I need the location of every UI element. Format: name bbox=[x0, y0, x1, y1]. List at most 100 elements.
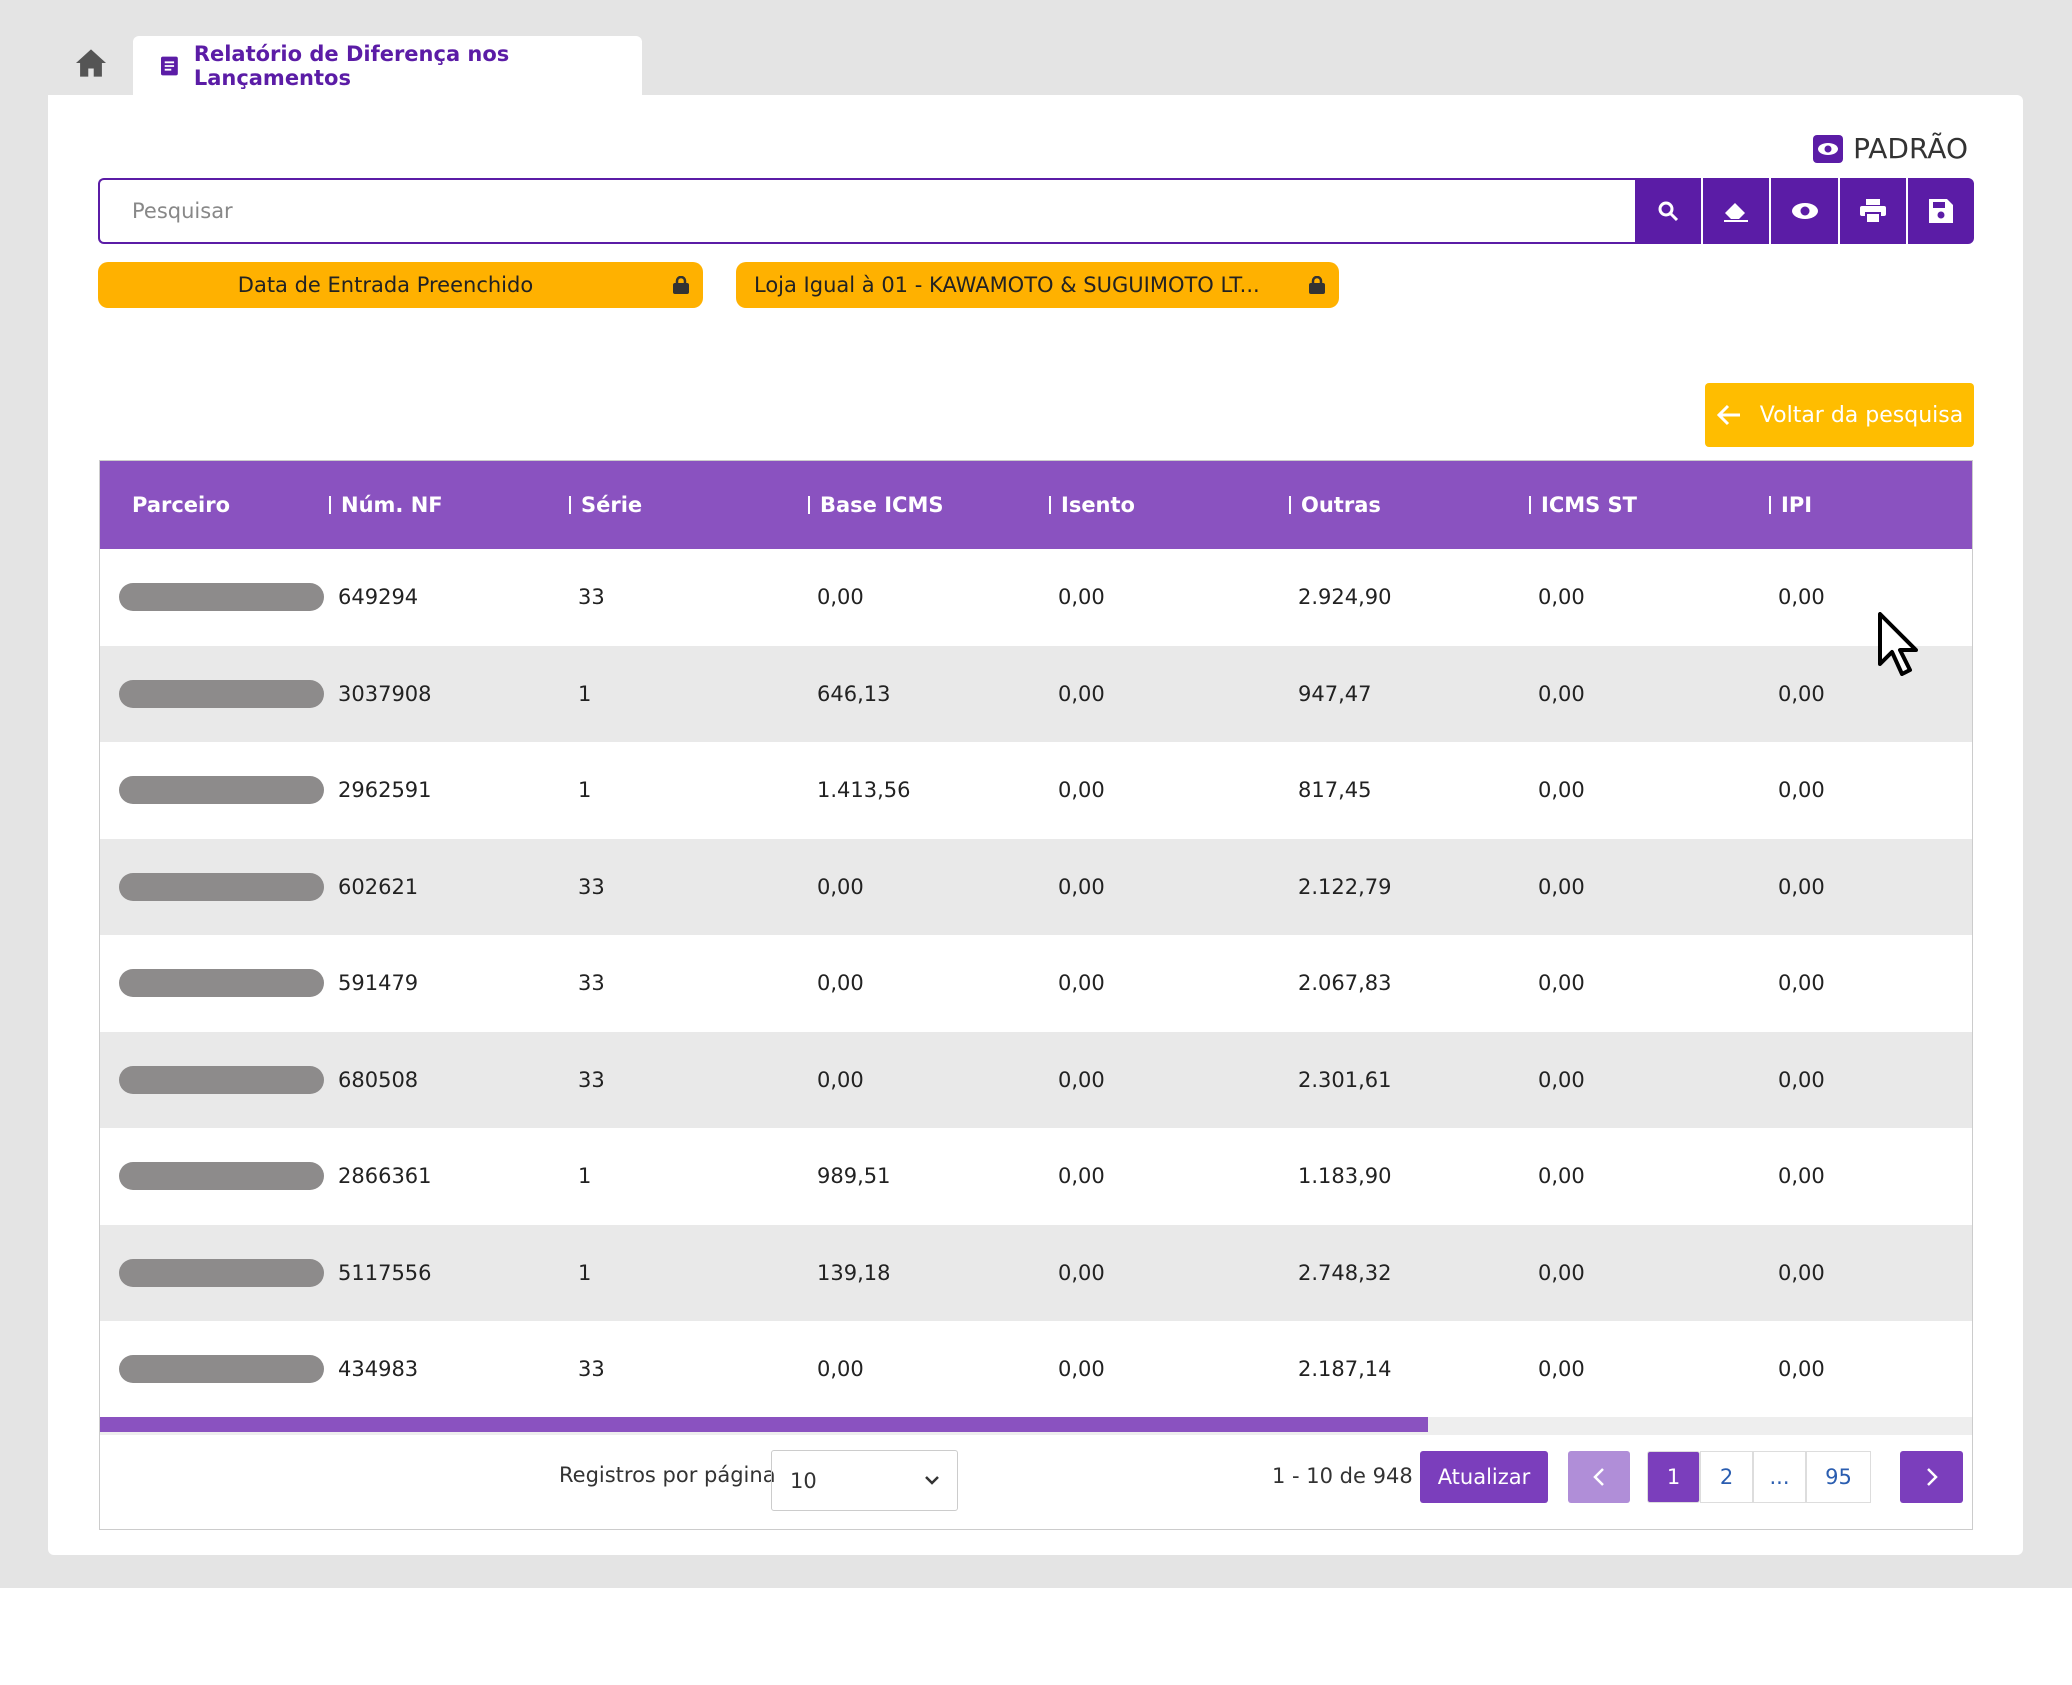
search-button[interactable] bbox=[1635, 178, 1701, 244]
column-label: Parceiro bbox=[132, 493, 231, 517]
separator bbox=[1769, 496, 1771, 514]
table-row[interactable]: 5117556 1 139,18 0,00 2.748,32 0,00 0,00 bbox=[100, 1224, 1972, 1321]
table-cell: 0,00 bbox=[1058, 1067, 1105, 1092]
table-row[interactable]: 2866361 1 989,51 0,00 1.183,90 0,00 0,00 bbox=[100, 1128, 1972, 1224]
table-cell: 0,00 bbox=[1778, 778, 1825, 802]
range-label: 1 - 10 de 948 bbox=[1272, 1464, 1413, 1488]
table-cell: 2.067,83 bbox=[1298, 971, 1392, 995]
table-cell: 2962591 bbox=[338, 778, 432, 802]
print-button[interactable] bbox=[1837, 178, 1906, 244]
table-cell: 0,00 bbox=[1058, 778, 1105, 802]
tab-title: Relatório de Diferença nos Lançamentos bbox=[193, 42, 510, 90]
save-button[interactable] bbox=[1905, 178, 1974, 244]
table-cell: 0,00 bbox=[1778, 1260, 1825, 1285]
table-cell: 5117556 bbox=[338, 1260, 432, 1285]
next-page[interactable] bbox=[1900, 1451, 1963, 1503]
redacted-partner bbox=[119, 1162, 324, 1190]
scroll-track[interactable] bbox=[100, 1417, 1972, 1435]
table-cell: 646,13 bbox=[817, 681, 891, 706]
column-label: Série bbox=[581, 493, 643, 517]
view-button[interactable] bbox=[1769, 178, 1837, 244]
table-cell: 2.122,79 bbox=[1298, 874, 1392, 899]
per-page-select[interactable]: 10 bbox=[771, 1450, 958, 1511]
column-header[interactable]: Isento bbox=[1049, 461, 1135, 549]
lock-icon bbox=[1309, 276, 1325, 294]
icon bbox=[1928, 199, 1953, 223]
table-cell: 989,51 bbox=[817, 1164, 891, 1188]
column-header[interactable]: Outras bbox=[1289, 461, 1381, 549]
table-row[interactable]: 434983 33 0,00 0,00 2.187,14 0,00 0,00 bbox=[100, 1321, 1972, 1417]
column-label: Núm. NF bbox=[341, 493, 443, 517]
view-selector[interactable]: PADRÃO bbox=[1813, 132, 1968, 165]
back-label: Voltar da pesquisa bbox=[1759, 402, 1964, 428]
table-row[interactable]: 649294 33 0,00 0,00 2.924,90 0,00 0,00 bbox=[100, 549, 1972, 645]
refresh-label: Atualizar bbox=[1437, 1465, 1531, 1489]
table-row[interactable]: 602621 33 0,00 0,00 2.122,79 0,00 0,00 bbox=[100, 838, 1972, 935]
icon bbox=[1859, 199, 1886, 223]
column-header[interactable]: Série bbox=[569, 461, 642, 549]
table-cell: 0,00 bbox=[1058, 874, 1105, 899]
separator bbox=[1529, 496, 1531, 514]
column-header[interactable]: ICMS ST bbox=[1529, 461, 1637, 549]
table-row[interactable]: 3037908 1 646,13 0,00 947,47 0,00 0,00 bbox=[100, 645, 1972, 742]
table-cell: 0,00 bbox=[817, 874, 864, 899]
filter-chip[interactable]: Data de Entrada Preenchido bbox=[98, 262, 703, 308]
table-cell: 33 bbox=[578, 971, 605, 995]
table-row[interactable]: 2962591 1 1.413,56 0,00 817,45 0,00 0,00 bbox=[100, 742, 1972, 838]
page-button[interactable]: 95 bbox=[1806, 1451, 1871, 1503]
redacted-partner bbox=[119, 1258, 324, 1287]
column-label: Base ICMS bbox=[820, 493, 944, 517]
column-header[interactable]: Base ICMS bbox=[808, 461, 943, 549]
column-label: Outras bbox=[1301, 493, 1381, 517]
page-button[interactable]: 1 bbox=[1647, 1451, 1700, 1503]
filter-label: Data de Entrada Preenchido bbox=[237, 273, 534, 297]
column-header[interactable]: IPI bbox=[1769, 461, 1812, 549]
search-placeholder: Pesquisar bbox=[132, 199, 233, 223]
scroll-thumb[interactable] bbox=[100, 1417, 1428, 1432]
icon bbox=[1658, 201, 1679, 222]
column-header[interactable]: Parceiro bbox=[132, 461, 230, 549]
prev-page[interactable] bbox=[1568, 1451, 1630, 1503]
table-cell: 0,00 bbox=[1778, 681, 1825, 706]
search-input[interactable]: Pesquisar bbox=[98, 178, 1635, 244]
redacted-partner bbox=[119, 969, 324, 997]
home-icon[interactable] bbox=[74, 48, 108, 78]
tab[interactable]: Relatório de Diferença nos Lançamentos bbox=[133, 36, 642, 96]
chevron bbox=[1926, 1468, 1938, 1486]
table-cell: 2.748,32 bbox=[1298, 1260, 1392, 1285]
table-cell: 0,00 bbox=[817, 1067, 864, 1092]
clear-button[interactable] bbox=[1701, 178, 1769, 244]
table-cell: 2.187,14 bbox=[1298, 1357, 1392, 1381]
table-cell: 0,00 bbox=[1778, 874, 1825, 899]
page-button[interactable]: 2 bbox=[1700, 1451, 1753, 1503]
redacted-partner bbox=[119, 1065, 324, 1094]
table-cell: 0,00 bbox=[1778, 1164, 1825, 1188]
table-cell: 0,00 bbox=[1058, 681, 1105, 706]
table-cell: 2.924,90 bbox=[1298, 585, 1392, 609]
table-row[interactable]: 680508 33 0,00 0,00 2.301,61 0,00 0,00 bbox=[100, 1031, 1972, 1128]
table-cell: 0,00 bbox=[1538, 585, 1585, 609]
table-cell: 33 bbox=[578, 1357, 605, 1381]
table-cell: 3037908 bbox=[338, 681, 432, 706]
separator bbox=[808, 496, 810, 514]
table-header: Parceiro Núm. NF Série Base ICMS Isento Outra… bbox=[100, 461, 1972, 549]
table-cell: 0,00 bbox=[1058, 1164, 1105, 1188]
filter-chip[interactable]: Loja Igual à 01 - KAWAMOTO & SUGUIMOTO L… bbox=[736, 262, 1339, 308]
separator bbox=[1289, 496, 1291, 514]
column-label: ICMS ST bbox=[1541, 493, 1638, 517]
column-header[interactable]: Núm. NF bbox=[329, 461, 443, 549]
per-page-label: Registros por página bbox=[559, 1463, 776, 1487]
table-cell: 0,00 bbox=[1058, 585, 1105, 609]
table-cell: 0,00 bbox=[817, 585, 864, 609]
table-cell: 1.183,90 bbox=[1298, 1164, 1392, 1188]
table-cell: 0,00 bbox=[1058, 1357, 1105, 1381]
report-icon bbox=[161, 56, 178, 76]
back-button[interactable]: Voltar da pesquisa bbox=[1705, 383, 1974, 447]
table-cell: 0,00 bbox=[1538, 681, 1585, 706]
refresh-button[interactable]: Atualizar bbox=[1420, 1451, 1548, 1503]
page-button[interactable]: ... bbox=[1753, 1451, 1806, 1503]
table-row[interactable]: 591479 33 0,00 0,00 2.067,83 0,00 0,00 bbox=[100, 935, 1972, 1031]
table-cell: 33 bbox=[578, 874, 605, 899]
arrow-icon bbox=[1716, 404, 1740, 426]
table-cell: 0,00 bbox=[1778, 585, 1825, 609]
